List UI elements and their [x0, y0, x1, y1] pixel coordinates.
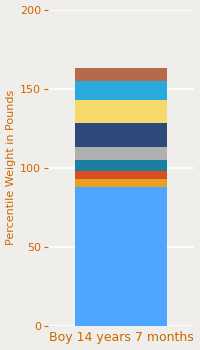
Bar	[75, 68, 167, 81]
Bar	[75, 179, 167, 187]
Bar	[75, 147, 167, 160]
Bar	[75, 100, 167, 124]
Y-axis label: Percentile Weight in Pounds: Percentile Weight in Pounds	[6, 90, 16, 245]
Bar	[75, 81, 167, 100]
Bar	[75, 187, 167, 326]
Bar	[75, 160, 167, 171]
Bar	[75, 124, 167, 147]
Bar	[75, 171, 167, 179]
